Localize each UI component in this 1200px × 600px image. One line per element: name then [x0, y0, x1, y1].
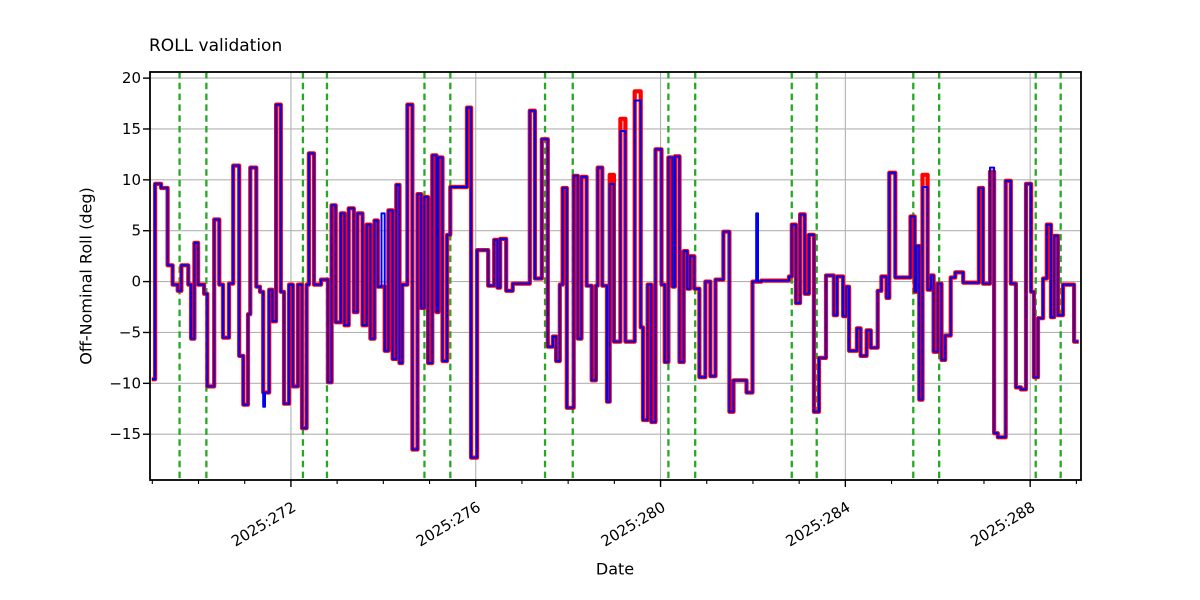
y-tick-label: 20 [122, 69, 141, 87]
x-axis-label: Date [595, 559, 635, 579]
y-axis-label: Off-Nominal Roll (deg) [76, 187, 96, 365]
y-tick-label: 5 [131, 222, 141, 240]
y-tick-label: −5 [119, 323, 141, 341]
y-tick-label: 0 [131, 273, 141, 291]
chart-title: ROLL validation [149, 36, 283, 56]
y-tick-label: −10 [109, 374, 141, 392]
blue-series-line [151, 99, 1079, 459]
axes-spines [149, 71, 1082, 481]
y-tick-label: 15 [122, 120, 141, 138]
y-tick-label: −15 [109, 425, 141, 443]
y-tick-label: 10 [122, 171, 141, 189]
